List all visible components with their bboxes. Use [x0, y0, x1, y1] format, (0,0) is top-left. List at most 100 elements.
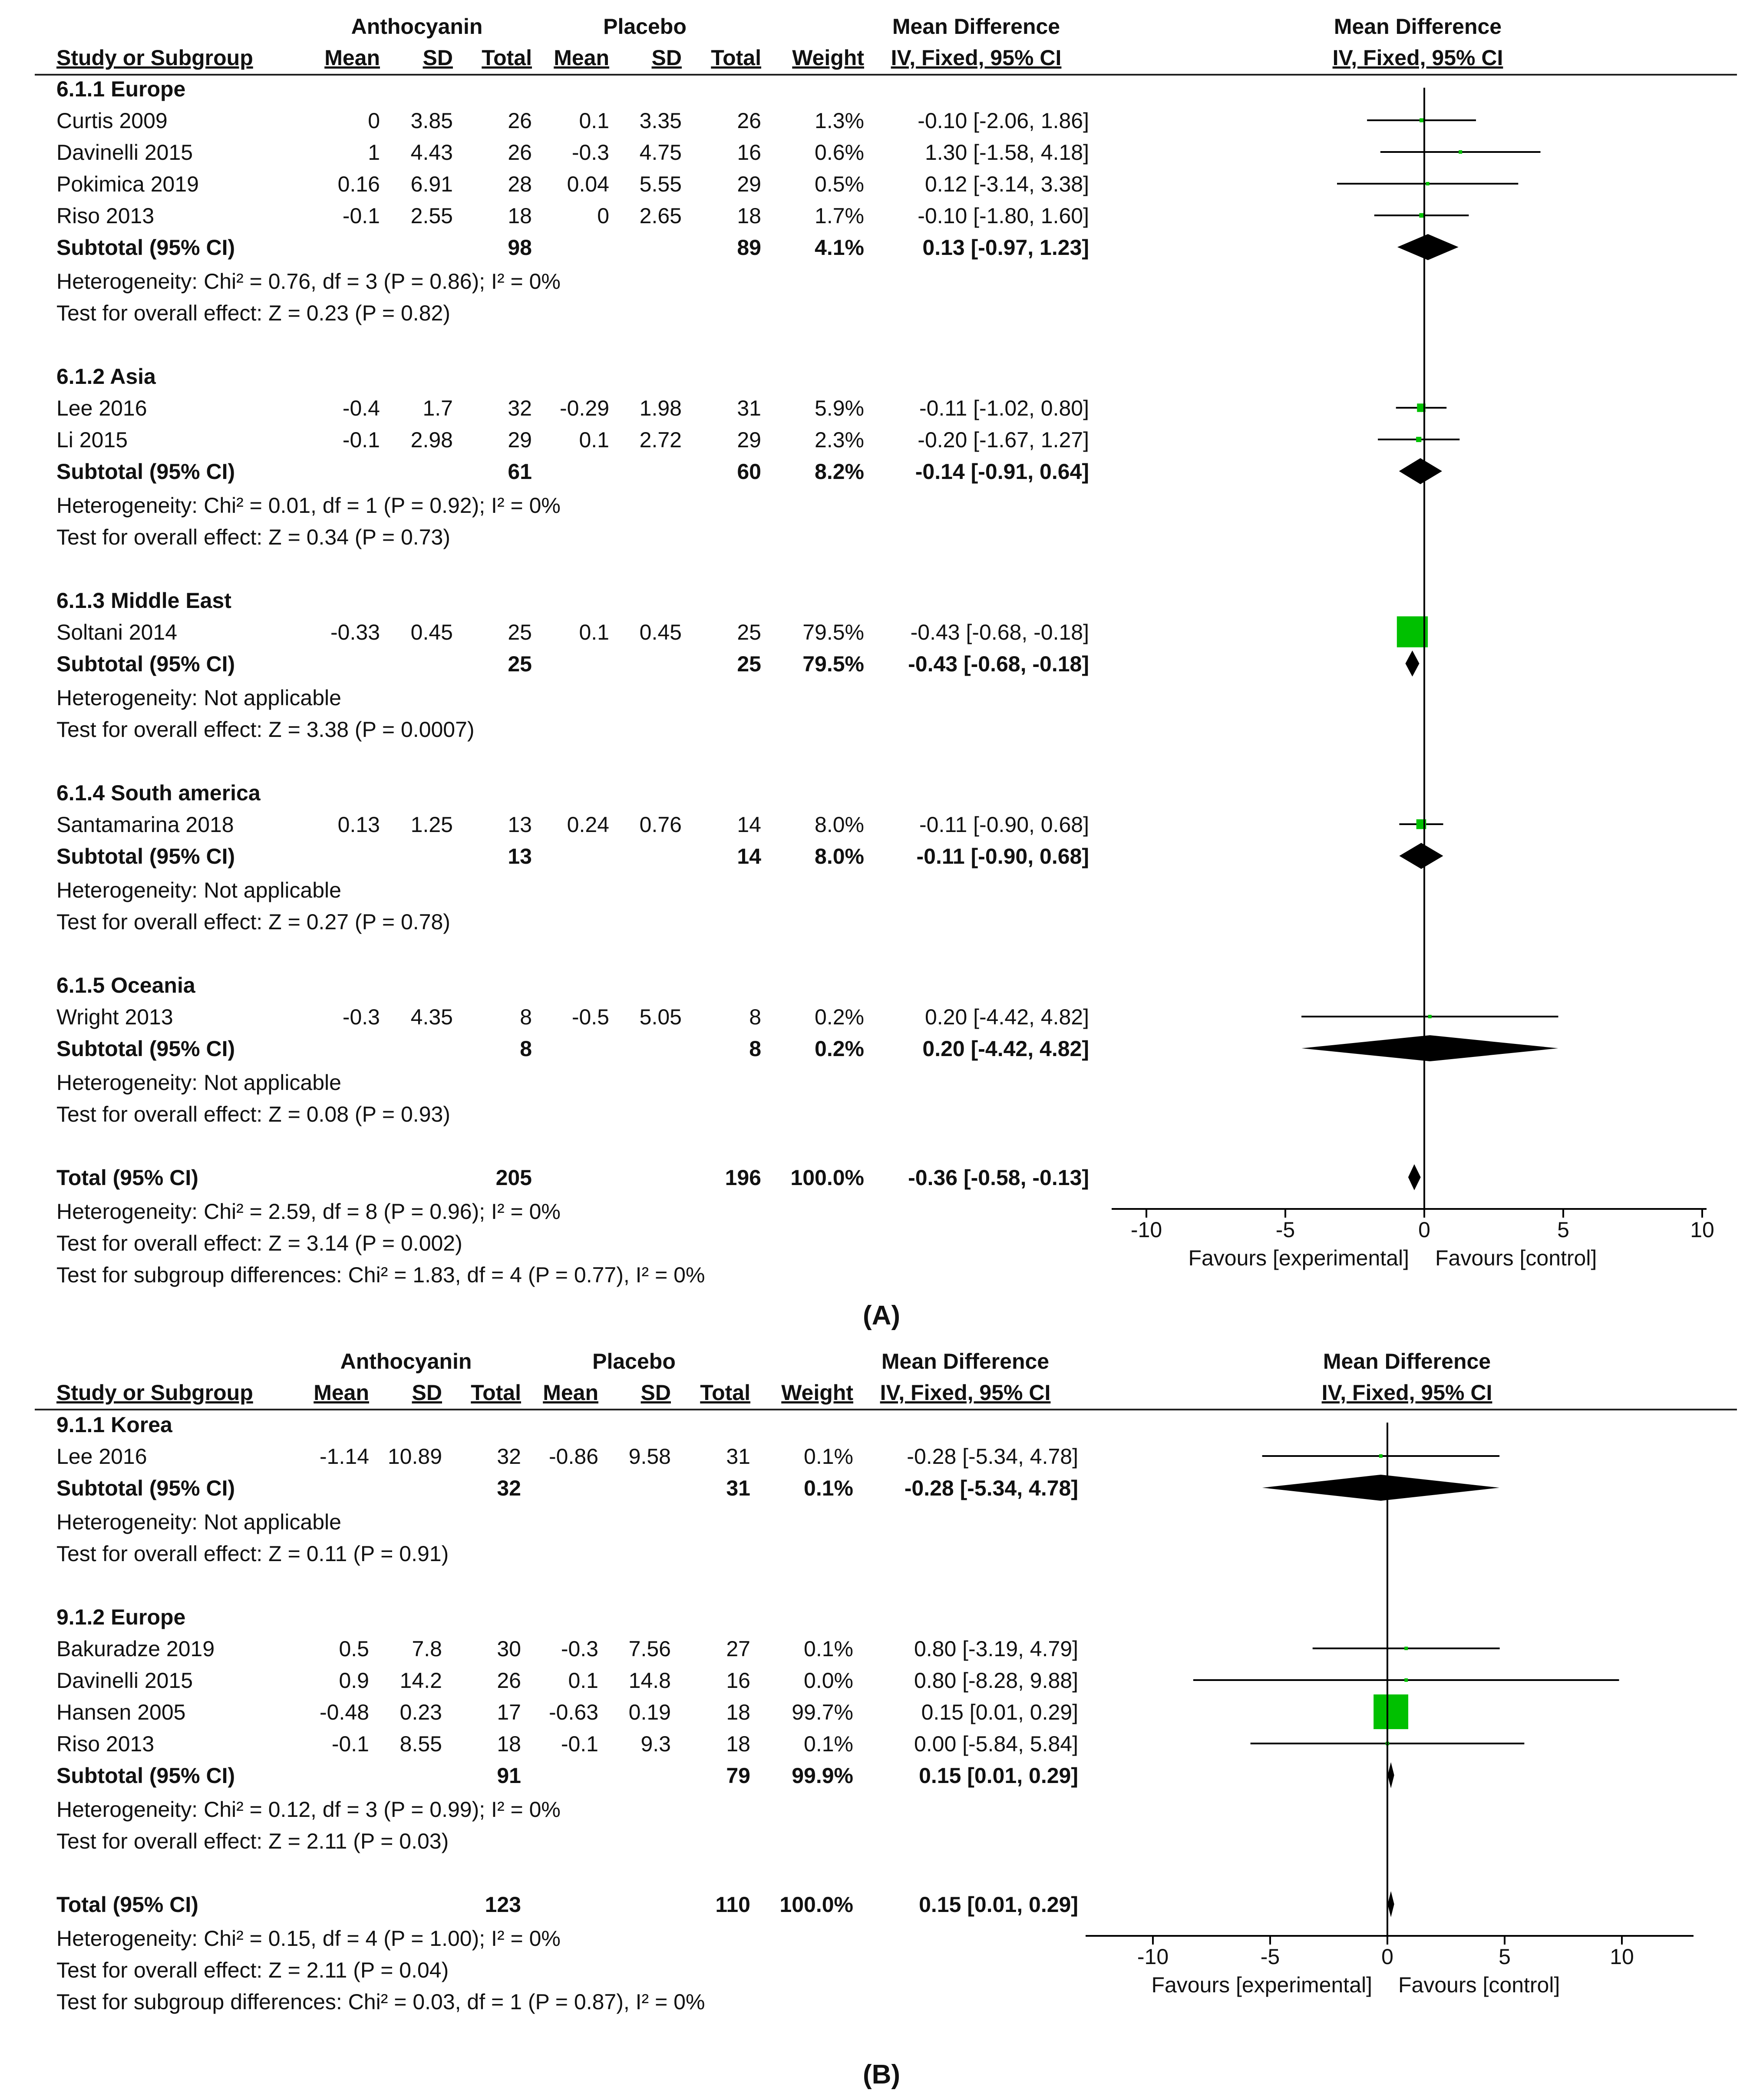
cell-total-exp: 98: [508, 235, 532, 260]
cell-ci: 0.20 [-4.42, 4.82]: [922, 1037, 1089, 1061]
overall-effect-text: Test for overall effect: Z = 0.34 (P = 0…: [56, 525, 450, 549]
cell-weight: 0.2%: [815, 1037, 864, 1061]
subtotal-label: Subtotal (95% CI): [56, 844, 235, 868]
cell-total-ctrl: 27: [726, 1637, 750, 1661]
study-marker: [1419, 213, 1424, 218]
cell-mean-exp: 0.16: [338, 172, 380, 196]
cell-total-exp: 13: [508, 844, 532, 868]
cell-ci: -0.43 [-0.68, -0.18]: [911, 620, 1089, 644]
subtotal-label: Subtotal (95% CI): [56, 1763, 235, 1788]
overall-effect-text: Test for overall effect: Z = 0.08 (P = 0…: [56, 1102, 450, 1126]
x-tick-label: 0: [1381, 1945, 1393, 1969]
cell-total-ctrl: 79: [726, 1763, 750, 1788]
cell-mean-exp: -1.14: [320, 1444, 369, 1469]
cell-total-exp: 123: [485, 1892, 521, 1917]
cell-weight: 0.1%: [804, 1476, 853, 1500]
cell-sd-ctrl: 9.58: [629, 1444, 671, 1469]
cell-mean-ctrl: -0.63: [549, 1700, 598, 1724]
cell-total-ctrl: 8: [749, 1037, 761, 1061]
cell-total-ctrl: 25: [737, 652, 761, 676]
cell-total-exp: 26: [508, 109, 532, 133]
cell-mean-exp: -0.48: [320, 1700, 369, 1724]
cell-sd-exp: 7.8: [412, 1637, 442, 1661]
footer-statistic: Test for subgroup differences: Chi² = 0.…: [56, 1990, 705, 2014]
cell-sd-exp: 1.7: [423, 396, 453, 420]
cell-mean-ctrl: -0.3: [572, 140, 609, 165]
cell-sd-exp: 3.85: [411, 109, 453, 133]
cell-total-ctrl: 29: [737, 428, 761, 452]
total-label: Total (95% CI): [56, 1166, 198, 1190]
cell-weight: 0.6%: [815, 140, 864, 165]
cell-mean-exp: 0.5: [339, 1637, 369, 1661]
cell-sd-ctrl: 7.56: [629, 1637, 671, 1661]
cell-ci: -0.14 [-0.91, 0.64]: [915, 459, 1089, 484]
cell-weight: 4.1%: [815, 235, 864, 260]
cell-weight: 8.0%: [815, 844, 864, 868]
cell-weight: 1.3%: [815, 109, 864, 133]
cell-ci: -0.10 [-1.80, 1.60]: [918, 204, 1089, 228]
cell-weight: 0.1%: [804, 1444, 853, 1469]
study-name: Li 2015: [56, 428, 128, 452]
header-experimental-group: Anthocyanin: [351, 14, 483, 39]
cell-ci: 0.15 [0.01, 0.29]: [919, 1892, 1078, 1917]
overall-effect-text: Test for overall effect: Z = 0.23 (P = 0…: [56, 301, 450, 325]
cell-ci: 0.12 [-3.14, 3.38]: [925, 172, 1089, 196]
cell-sd-ctrl: 5.05: [640, 1005, 682, 1029]
cell-ci: -0.11 [-0.90, 0.68]: [917, 844, 1089, 868]
forest-panel-a: Anthocyanin Placebo Mean Difference Mean Di…: [35, 14, 1737, 1287]
cell-total-ctrl: 18: [737, 204, 761, 228]
cell-sd-ctrl: 1.98: [640, 396, 682, 420]
cell-ci: 0.15 [0.01, 0.29]: [921, 1700, 1078, 1724]
favours-control-label: Favours [control]: [1435, 1246, 1597, 1270]
cell-mean-exp: -0.1: [343, 204, 380, 228]
panel-caption-text: (B): [863, 2060, 900, 2090]
cell-sd-ctrl: 5.55: [640, 172, 682, 196]
cell-mean-ctrl: -0.5: [572, 1005, 609, 1029]
subtotal-diamond: [1399, 458, 1442, 484]
cell-sd-ctrl: 0.76: [640, 812, 682, 837]
subgroup-title: 9.1.1 Korea: [56, 1413, 173, 1437]
cell-total-ctrl: 31: [737, 396, 761, 420]
subtotal-label: Subtotal (95% CI): [56, 235, 235, 260]
study-marker: [1397, 616, 1428, 647]
cell-sd-exp: 2.55: [411, 204, 453, 228]
header-total-ctrl: Total: [711, 46, 761, 70]
cell-weight: 99.9%: [792, 1763, 853, 1788]
cell-weight: 8.0%: [815, 812, 864, 837]
cell-sd-ctrl: 4.75: [640, 140, 682, 165]
cell-weight: 0.2%: [815, 1005, 864, 1029]
cell-total-ctrl: 89: [737, 235, 761, 260]
overall-effect-text: Test for overall effect: Z = 0.11 (P = 0…: [56, 1542, 449, 1566]
study-name: Pokimica 2019: [56, 172, 199, 196]
cell-total-ctrl: 16: [726, 1668, 750, 1693]
cell-total-exp: 18: [508, 204, 532, 228]
cell-sd-ctrl: 0.45: [640, 620, 682, 644]
cell-weight: 100.0%: [779, 1892, 853, 1917]
cell-sd-exp: 4.35: [411, 1005, 453, 1029]
favours-experimental-label: Favours [experimental]: [1151, 1973, 1372, 1997]
cell-total-ctrl: 8: [749, 1005, 761, 1029]
overall-effect-text: Test for overall effect: Z = 3.38 (P = 0…: [56, 717, 475, 742]
cell-mean-ctrl: -0.86: [549, 1444, 598, 1469]
cell-total-ctrl: 18: [726, 1700, 750, 1724]
heterogeneity-text: Heterogeneity: Chi² = 0.12, df = 3 (P = …: [56, 1797, 561, 1822]
cell-weight: 0.1%: [804, 1637, 853, 1661]
favours-experimental-label: Favours [experimental]: [1188, 1246, 1409, 1270]
cell-total-ctrl: 31: [726, 1476, 750, 1500]
header-total-exp: Total: [482, 46, 532, 70]
cell-mean-exp: 0.9: [339, 1668, 369, 1693]
study-name: Wright 2013: [56, 1005, 173, 1029]
header-mean-ctrl: Mean: [543, 1380, 598, 1405]
header-md-title: Mean Difference: [882, 1349, 1049, 1374]
header-weight: Weight: [781, 1380, 853, 1405]
x-tick-label: -10: [1131, 1218, 1162, 1242]
study-marker: [1404, 1678, 1408, 1682]
subgroup-title: 9.1.2 Europe: [56, 1605, 185, 1629]
subtotal-label: Subtotal (95% CI): [56, 1037, 235, 1061]
header-weight: Weight: [792, 46, 864, 70]
header-mean-exp: Mean: [314, 1380, 369, 1405]
heterogeneity-text: Heterogeneity: Not applicable: [56, 878, 341, 902]
cell-total-ctrl: 16: [737, 140, 761, 165]
heterogeneity-text: Heterogeneity: Chi² = 0.01, df = 1 (P = …: [56, 493, 561, 518]
cell-ci: -0.11 [-0.90, 0.68]: [919, 812, 1089, 837]
